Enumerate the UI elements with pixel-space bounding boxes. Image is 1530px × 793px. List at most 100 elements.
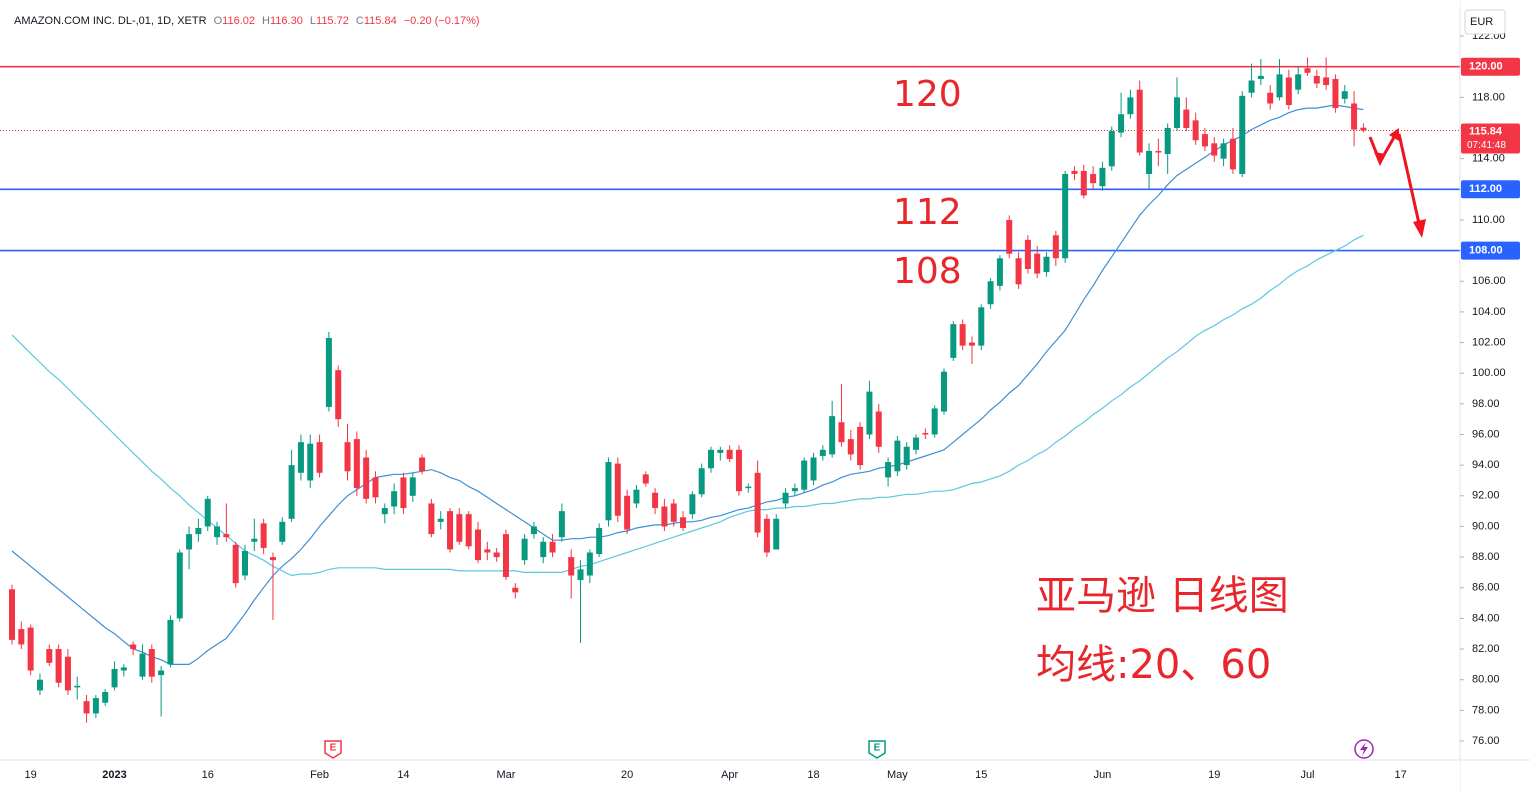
- candle-body: [1248, 80, 1255, 93]
- last-price-tag: [1461, 123, 1520, 154]
- annotation: 108: [893, 251, 962, 292]
- candle-body: [437, 518, 444, 522]
- overlay: 120 112 108 亚马逊 日线图 均线:20、60: [893, 74, 1426, 688]
- candle-body: [726, 449, 733, 460]
- candle-body: [344, 442, 351, 472]
- candle-body: [204, 498, 211, 527]
- candle-body: [950, 324, 957, 358]
- candle-body: [372, 477, 379, 498]
- y-tick-label: 110.00: [1472, 214, 1505, 226]
- x-tick-label: 17: [1395, 769, 1407, 781]
- candle-body: [1220, 143, 1227, 159]
- candle-body: [894, 440, 901, 472]
- x-tick-label: 14: [397, 769, 409, 781]
- candle-body: [214, 526, 221, 538]
- x-tick-label: May: [887, 769, 908, 781]
- x-tick-label: 15: [975, 769, 987, 781]
- candle-body: [1024, 239, 1031, 269]
- y-tick-label: 86.00: [1472, 582, 1500, 594]
- candle-body: [297, 442, 304, 473]
- candle-body: [279, 521, 286, 542]
- candle-body: [1164, 127, 1171, 155]
- candle-body: [549, 541, 556, 553]
- candle-body: [530, 526, 537, 535]
- candle-body: [251, 538, 258, 542]
- candle-body: [1229, 138, 1236, 170]
- candle-body: [419, 457, 426, 472]
- candle-body: [661, 506, 668, 527]
- candle-body: [1257, 75, 1264, 79]
- candle-body: [307, 443, 314, 481]
- candle-body: [1323, 77, 1330, 86]
- candle-body: [745, 486, 752, 489]
- candle-body: [1080, 170, 1087, 196]
- candle-body: [558, 511, 565, 538]
- candle-body: [586, 552, 593, 576]
- candle-body: [857, 426, 864, 466]
- candle-body: [1351, 103, 1358, 130]
- candle-body: [1062, 173, 1069, 259]
- candle-body: [987, 281, 994, 305]
- candle-body: [1313, 75, 1320, 84]
- candle-body: [55, 649, 62, 683]
- earnings-marker[interactable]: E: [868, 740, 886, 759]
- candle-body: [1099, 167, 1106, 187]
- candle-body: [456, 514, 463, 542]
- candle-body: [838, 422, 845, 443]
- candle-body: [269, 557, 276, 561]
- x-tick-label: Apr: [721, 769, 738, 781]
- candle-body: [242, 550, 248, 576]
- candle-body: [74, 685, 81, 688]
- candle-body: [195, 527, 202, 535]
- candle-body: [717, 449, 724, 453]
- candle-body: [773, 518, 780, 550]
- candle-body: [568, 557, 575, 576]
- currency-button[interactable]: EUR: [1464, 9, 1506, 35]
- legend-value: 116.02: [222, 15, 255, 27]
- x-tick-label: Mar: [496, 769, 515, 781]
- candle-body: [866, 391, 873, 435]
- candle-body: [680, 517, 687, 528]
- level-tag-label: 112.00: [1469, 183, 1502, 195]
- candle-body: [512, 587, 519, 593]
- candle-body: [791, 488, 798, 492]
- candle-body: [670, 503, 677, 522]
- y-tick-label: 82.00: [1472, 643, 1500, 655]
- candle-body: [381, 508, 388, 515]
- candle-body: [1239, 95, 1246, 174]
- candle-body: [447, 511, 454, 550]
- candle-body: [1146, 150, 1153, 174]
- level-tag-label: 120.00: [1469, 61, 1503, 73]
- y-tick-label: 84.00: [1472, 612, 1500, 624]
- earnings-marker[interactable]: E: [324, 740, 342, 759]
- top-margin: [0, 0, 1460, 8]
- candle-body: [9, 589, 15, 640]
- x-tick-label: 18: [807, 769, 819, 781]
- y-tick-label: 98.00: [1472, 398, 1500, 410]
- annotation: 120: [893, 74, 962, 115]
- candle-body: [1192, 120, 1199, 141]
- y-tick-label: 118.00: [1472, 91, 1505, 103]
- candle-body: [167, 619, 174, 665]
- candle-body: [363, 457, 370, 499]
- candle-body: [288, 465, 295, 519]
- note: 均线:20、60: [1036, 642, 1271, 688]
- candle-body: [27, 627, 34, 671]
- candle-body: [1043, 256, 1050, 273]
- y-tick-label: 88.00: [1472, 551, 1500, 563]
- candle-body: [922, 432, 929, 435]
- candle-body: [1034, 253, 1041, 274]
- candle-body: [1267, 92, 1274, 104]
- candle-body: [186, 534, 193, 550]
- y-tick-label: 104.00: [1472, 306, 1506, 318]
- candle-body: [335, 370, 342, 420]
- y-tick-label: 114.00: [1472, 153, 1505, 165]
- candle-body: [1174, 97, 1180, 128]
- y-tick-label: 96.00: [1472, 428, 1500, 440]
- level-tag: [1461, 180, 1520, 199]
- dividend-marker[interactable]: [1354, 739, 1374, 759]
- earnings-label: E: [330, 743, 337, 754]
- candle-body: [1118, 114, 1125, 133]
- level-tag: [1461, 57, 1520, 76]
